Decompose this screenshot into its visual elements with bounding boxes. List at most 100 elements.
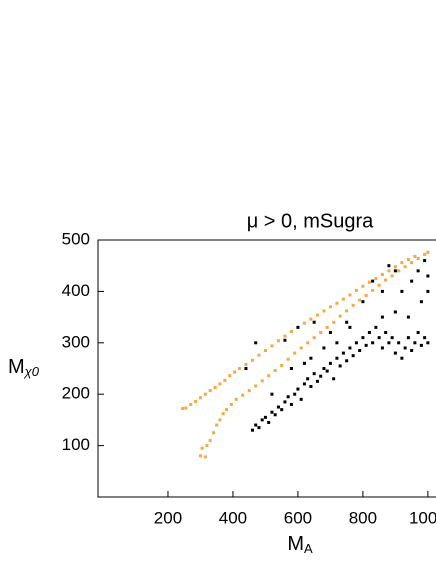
point [345, 359, 349, 363]
point [228, 374, 232, 378]
point [335, 356, 339, 360]
point [257, 353, 261, 357]
point [319, 331, 323, 335]
point [380, 315, 384, 319]
point [371, 288, 375, 292]
point [348, 293, 352, 297]
point [218, 382, 222, 386]
point [293, 351, 297, 355]
point [237, 367, 241, 370]
point [283, 400, 287, 404]
point [244, 362, 248, 366]
point [234, 397, 238, 401]
point [390, 274, 394, 278]
point [299, 397, 303, 401]
point [400, 261, 404, 265]
point [250, 428, 254, 432]
chart-title: μ > 0, mSugra [247, 210, 374, 232]
point [247, 389, 251, 393]
point [332, 377, 336, 381]
point [358, 298, 362, 302]
point [406, 258, 410, 262]
point [325, 325, 329, 329]
point [341, 297, 345, 301]
point [319, 374, 323, 378]
point [328, 305, 332, 309]
point [361, 336, 365, 340]
point [380, 272, 384, 276]
point [367, 280, 371, 284]
point [233, 370, 237, 374]
point [380, 346, 384, 350]
point [306, 377, 310, 381]
x-tick-label: 1000 [409, 508, 436, 527]
point [416, 257, 420, 261]
point [223, 378, 227, 382]
point [267, 420, 271, 424]
point [419, 300, 423, 304]
point [263, 349, 267, 353]
point [189, 402, 193, 406]
point [384, 278, 388, 282]
x-tick-label: 200 [154, 508, 182, 527]
point [338, 314, 342, 318]
point [345, 320, 349, 324]
point [184, 406, 188, 410]
point [338, 364, 342, 368]
point [312, 372, 316, 376]
point [403, 346, 407, 350]
point [302, 382, 306, 386]
point [322, 346, 326, 350]
point [393, 310, 397, 314]
point [351, 303, 355, 307]
point [403, 265, 407, 269]
point [377, 283, 381, 287]
point [315, 313, 319, 317]
point [364, 294, 368, 298]
point [302, 321, 306, 325]
point [203, 455, 207, 459]
point [423, 252, 427, 256]
point [203, 392, 207, 396]
point [423, 259, 427, 263]
point [286, 395, 290, 399]
point [358, 349, 362, 353]
point [413, 341, 417, 345]
point [387, 269, 391, 273]
plot-frame [97, 239, 436, 498]
point [270, 410, 274, 414]
point [387, 341, 391, 345]
point [263, 415, 267, 419]
point [387, 264, 391, 268]
point [335, 301, 339, 305]
point [270, 392, 274, 396]
point [224, 408, 228, 412]
point [328, 331, 332, 335]
point [380, 289, 384, 293]
point [393, 351, 397, 355]
point [260, 379, 264, 383]
x-tick-label: 800 [349, 508, 377, 527]
point [416, 331, 420, 335]
point [348, 325, 352, 329]
point [406, 336, 410, 340]
point [309, 317, 313, 321]
point [406, 315, 410, 319]
point [416, 269, 420, 273]
point [293, 392, 297, 396]
point [410, 349, 414, 353]
point [390, 336, 394, 340]
point [423, 336, 427, 340]
point [260, 418, 264, 422]
point [322, 367, 326, 370]
point [332, 320, 336, 324]
point [374, 325, 378, 329]
point [280, 408, 284, 412]
point [419, 343, 423, 347]
y-tick-label: 100 [62, 435, 90, 454]
point [181, 407, 185, 411]
point [198, 454, 202, 458]
point [345, 309, 349, 313]
point [200, 446, 204, 450]
